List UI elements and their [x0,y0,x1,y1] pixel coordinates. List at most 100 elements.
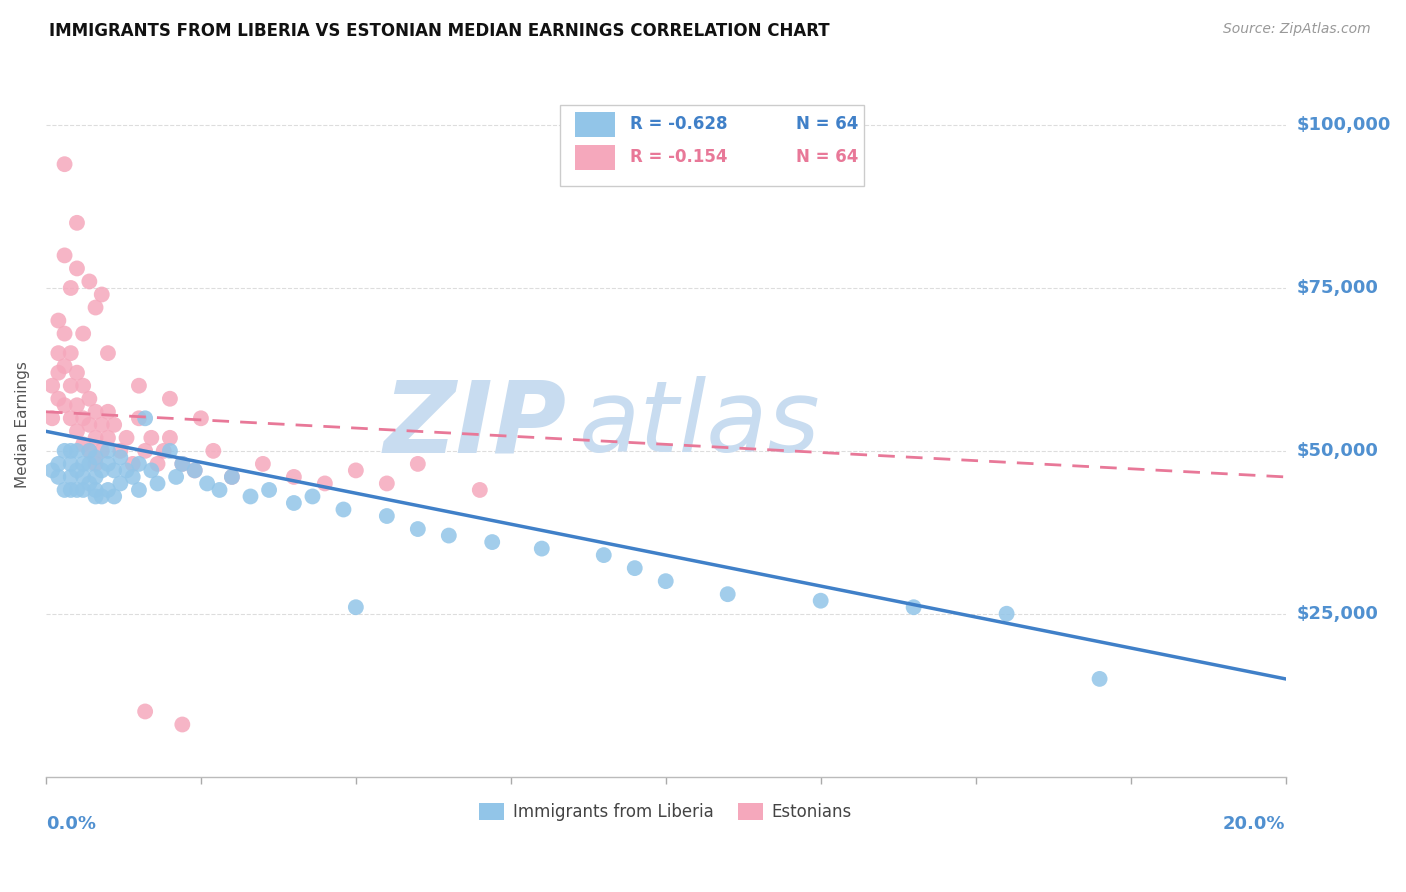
Text: Source: ZipAtlas.com: Source: ZipAtlas.com [1223,22,1371,37]
Point [128,378,150,392]
Point [66,425,89,439]
Point [53,248,76,262]
Point [84,431,107,445]
Text: N = 64: N = 64 [796,115,858,133]
Text: ZIP: ZIP [384,376,567,474]
Point [141,463,163,477]
Text: 0.0%: 0.0% [46,815,96,833]
Text: IMMIGRANTS FROM LIBERIA VS ESTONIAN MEDIAN EARNINGS CORRELATION CHART: IMMIGRANTS FROM LIBERIA VS ESTONIAN MEDI… [49,22,830,40]
Point [103,490,125,504]
Point [257,483,280,497]
Point [172,457,194,471]
Text: 20.0%: 20.0% [1223,815,1285,833]
FancyBboxPatch shape [575,145,614,169]
Point [97,457,120,471]
Point [90,443,112,458]
Point [72,326,94,341]
Point [97,405,120,419]
Text: N = 64: N = 64 [796,148,858,167]
Point [717,587,740,601]
Point [623,561,645,575]
Point [332,502,354,516]
Point [121,470,143,484]
Point [592,548,614,562]
Point [53,157,76,171]
Point [159,431,181,445]
Point [48,366,70,380]
Point [59,483,82,497]
Point [84,450,107,465]
Point [110,450,132,465]
Text: $75,000: $75,000 [1296,279,1378,297]
Point [103,417,125,432]
Point [66,366,89,380]
Point [66,216,89,230]
Point [84,301,107,315]
Legend: Immigrants from Liberia, Estonians: Immigrants from Liberia, Estonians [472,797,859,828]
Point [468,483,491,497]
Point [128,483,150,497]
Text: $25,000: $25,000 [1296,605,1378,623]
Point [53,483,76,497]
Point [1088,672,1111,686]
Point [79,443,101,458]
Point [995,607,1018,621]
Point [159,392,181,406]
Point [48,346,70,360]
Point [128,411,150,425]
Point [252,457,274,471]
Point [66,443,89,458]
Point [190,411,212,425]
Point [59,346,82,360]
Point [72,483,94,497]
Point [375,476,398,491]
Text: atlas: atlas [579,376,821,474]
Point [115,463,138,477]
Point [48,470,70,484]
Point [481,535,503,549]
Point [90,287,112,301]
Text: R = -0.628: R = -0.628 [630,115,727,133]
Point [406,457,429,471]
Point [66,398,89,412]
Point [530,541,553,556]
Point [141,431,163,445]
Point [301,490,323,504]
Point [221,470,243,484]
Point [84,483,107,497]
Point [134,705,156,719]
Point [72,378,94,392]
Point [72,457,94,471]
Point [344,463,367,477]
Point [183,463,205,477]
Point [103,463,125,477]
Point [314,476,336,491]
Point [97,431,120,445]
Point [208,483,231,497]
Point [134,443,156,458]
Point [195,476,218,491]
Point [48,457,70,471]
Point [66,261,89,276]
Point [90,417,112,432]
Point [110,443,132,458]
Point [406,522,429,536]
Point [152,443,174,458]
Point [79,476,101,491]
Point [84,405,107,419]
Point [41,411,63,425]
Point [66,463,89,477]
Point [59,411,82,425]
Y-axis label: Median Earnings: Median Earnings [15,361,30,488]
FancyBboxPatch shape [575,112,614,136]
Point [97,443,120,458]
Text: $50,000: $50,000 [1296,442,1378,460]
Point [84,457,107,471]
Point [128,457,150,471]
Point [903,600,925,615]
Point [72,470,94,484]
Point [134,411,156,425]
Text: $100,000: $100,000 [1296,116,1391,134]
Point [59,470,82,484]
Point [159,443,181,458]
